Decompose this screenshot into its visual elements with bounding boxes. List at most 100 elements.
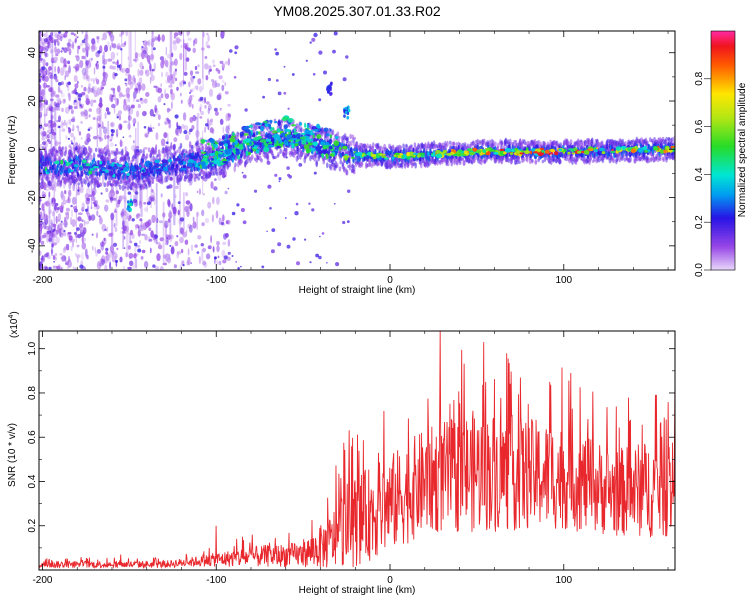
heatmap-noise-cell <box>186 31 189 37</box>
heatmap-noise-cell <box>41 203 45 212</box>
heatmap-noise-cell <box>105 187 109 193</box>
heatmap-speckle <box>233 76 237 79</box>
heatmap-speckle <box>227 251 231 255</box>
heatmap-speckle <box>87 128 91 132</box>
heatmap-speckle <box>106 111 111 115</box>
heatmap-speckle <box>131 218 135 222</box>
heatmap-speckle <box>313 32 318 38</box>
heatmap-ridge-halo <box>366 143 369 149</box>
heatmap-noise-cell <box>112 61 116 64</box>
heatmap-ridge-halo <box>598 156 601 163</box>
heatmap-noise-cell <box>190 77 194 85</box>
heatmap-ridge-band <box>107 160 110 166</box>
heatmap-noise-cell <box>49 98 54 102</box>
heatmap-noise-cell <box>201 209 205 217</box>
heatmap-noise-streak <box>162 201 165 264</box>
heatmap-ridge-halo <box>151 178 155 184</box>
heatmap-noise-cell <box>204 96 206 104</box>
spectrogram-heatmap <box>39 31 675 270</box>
heatmap-ridge-halo <box>537 140 540 145</box>
heatmap-ridge-halo <box>478 139 482 144</box>
heatmap-speckle <box>274 48 277 51</box>
heatmap-noise-cell <box>116 133 118 138</box>
heatmap-noise-cell <box>90 44 96 53</box>
heatmap-speckle <box>283 91 287 95</box>
heatmap-ridge-halo <box>522 156 526 163</box>
heatmap-speckle <box>123 247 126 249</box>
heatmap-ridge-halo <box>160 178 164 185</box>
heatmap-ridge-halo <box>179 142 183 149</box>
heatmap-noise-cell <box>121 195 125 200</box>
heatmap-noise-cell <box>45 188 49 192</box>
heatmap-speckle <box>55 103 60 108</box>
heatmap-speckle <box>49 230 52 233</box>
heatmap-noise-cell <box>39 84 42 89</box>
heatmap-noise-cell <box>188 81 191 88</box>
heatmap-ridge-halo <box>142 153 145 161</box>
heatmap-speckle <box>39 207 42 211</box>
heatmap-noise-streak <box>54 102 57 169</box>
heatmap-ridge-halo <box>176 149 179 154</box>
heatmap-speckle <box>267 184 272 189</box>
heatmap-speckle <box>63 229 66 233</box>
heatmap-speckle <box>269 207 272 210</box>
heatmap-noise-cell <box>60 67 65 76</box>
heatmap-noise-cell <box>52 181 58 188</box>
heatmap-ridge-halo <box>533 138 537 145</box>
heatmap-ridge-halo <box>119 184 122 190</box>
heatmap-noise-cell <box>65 207 70 212</box>
heatmap-noise-cell <box>60 267 63 270</box>
heatmap-ridge-halo <box>119 181 123 184</box>
heatmap-ridge-halo <box>348 164 352 171</box>
heatmap-speckle <box>96 60 99 64</box>
heatmap-noise-cell <box>140 221 143 229</box>
heatmap-speckle <box>43 38 49 43</box>
heatmap-noise-cell <box>128 106 134 115</box>
heatmap-ridge-halo <box>427 141 430 148</box>
heatmap-noise-cell <box>55 94 60 98</box>
heatmap-noise-cell <box>120 226 123 230</box>
heatmap-noise-cell <box>224 233 229 238</box>
heatmap-noise-cell <box>67 38 72 43</box>
heatmap-ridge-halo <box>262 130 266 137</box>
heatmap-noise-cell <box>68 93 71 102</box>
heatmap-noise-cell <box>88 59 90 64</box>
heatmap-noise-cell <box>51 210 55 217</box>
heatmap-noise-cell <box>205 253 211 260</box>
heatmap-ridge-halo <box>109 183 113 187</box>
heatmap-speckle <box>139 218 143 222</box>
heatmap-noise-cell <box>221 80 225 83</box>
heatmap-ridge-halo <box>347 141 351 146</box>
heatmap-noise-cell <box>186 208 190 218</box>
heatmap-noise-cell <box>156 217 159 224</box>
heatmap-noise-cell <box>39 109 42 117</box>
heatmap-ridge-halo <box>541 159 545 164</box>
heatmap-noise-cell <box>179 236 184 244</box>
heatmap-ridge-halo <box>152 176 156 180</box>
heatmap-ridge-halo <box>113 179 116 184</box>
heatmap-noise-cell <box>201 100 206 104</box>
heatmap-ridge-halo <box>165 176 169 183</box>
heatmap-noise-cell <box>52 255 56 260</box>
heatmap-noise-cell <box>66 232 71 238</box>
heatmap-noise-cell <box>60 222 64 226</box>
heatmap-noise-cell <box>110 51 116 60</box>
heatmap-noise-cell <box>57 219 60 222</box>
heatmap-ridge-halo <box>59 180 63 187</box>
heatmap-noise-cell <box>99 258 104 263</box>
heatmap-speckle <box>235 261 238 263</box>
heatmap-ridge-halo <box>339 159 343 165</box>
heatmap-noise-cell <box>189 116 194 123</box>
heatmap-speckle <box>39 73 42 76</box>
heatmap-noise-cell <box>60 92 65 98</box>
heatmap-noise-cell <box>68 189 72 197</box>
heatmap-noise-cell <box>159 237 164 242</box>
heatmap-noise-streak <box>130 192 132 204</box>
heatmap-noise-cell <box>67 60 71 65</box>
heatmap-speckle <box>73 208 78 213</box>
heatmap-noise-cell <box>143 207 148 212</box>
heatmap-noise-cell <box>56 207 60 210</box>
heatmap-noise-cell <box>215 68 219 72</box>
heatmap-noise-cell <box>156 253 161 262</box>
